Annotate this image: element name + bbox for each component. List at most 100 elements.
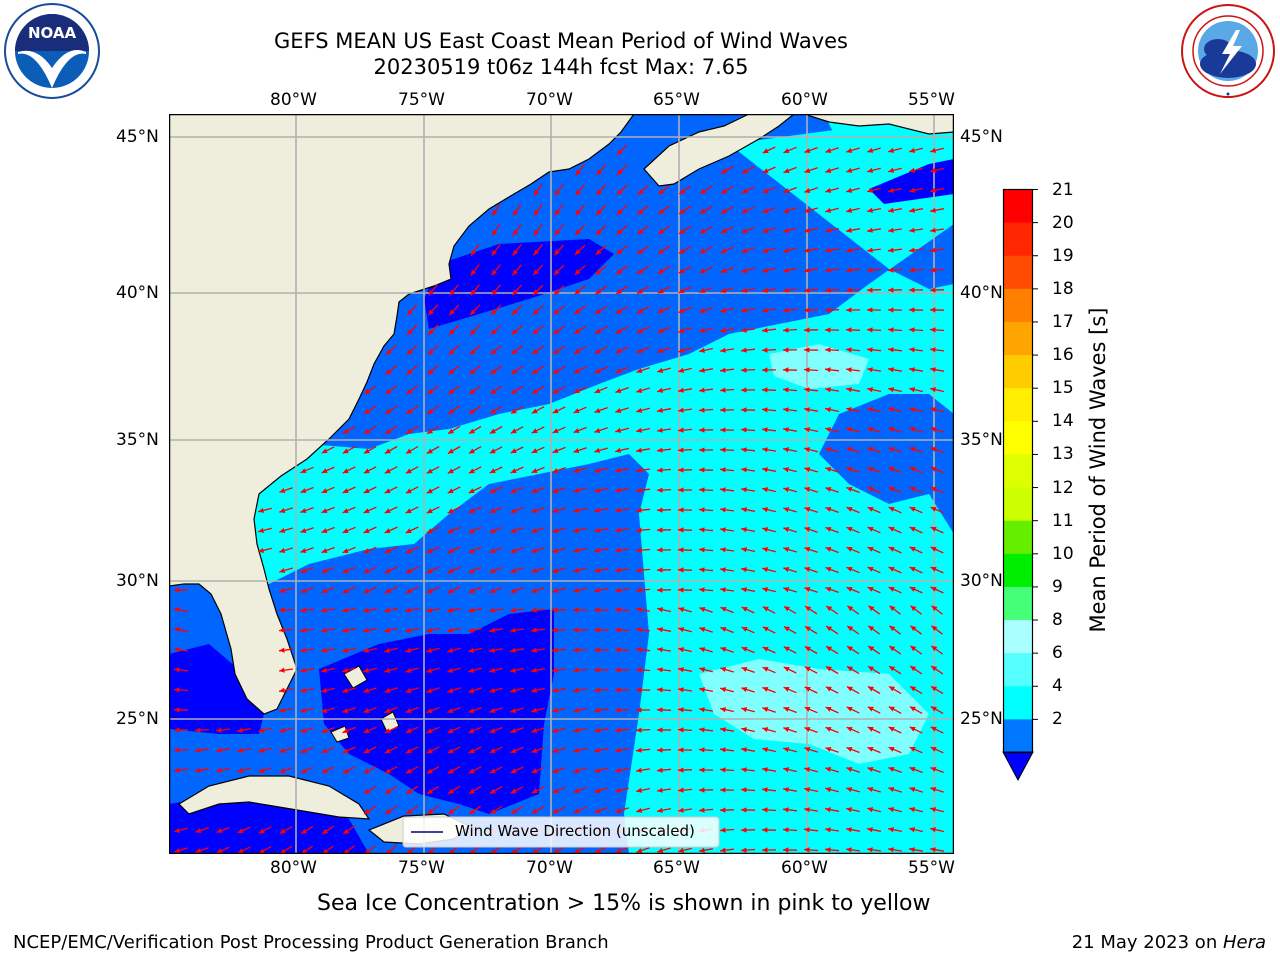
wave-direction-arrow [635,667,651,673]
wave-direction-arrow [321,566,335,574]
wave-direction-arrow [279,845,293,854]
wave-direction-arrow [448,385,460,395]
wave-direction-arrow [782,347,798,353]
wave-direction-arrow [384,726,398,734]
wave-direction-arrow [909,526,923,534]
wave-direction-arrow [866,347,882,353]
wave-direction-arrow [237,747,251,753]
wave-direction-arrow [405,706,419,714]
wave-direction-arrow [846,746,860,754]
wave-direction-arrow [594,846,608,854]
wave-direction-arrow [930,766,944,774]
wave-direction-arrow [845,227,861,233]
colorbar-cell [1003,686,1033,720]
wave-direction-arrow [300,647,314,653]
wave-direction-arrow [595,184,607,196]
wave-direction-arrow [761,327,777,333]
wave-direction-arrow [825,787,839,793]
wave-direction-arrow [762,206,776,214]
wave-direction-arrow [636,387,650,393]
wave-direction-arrow [656,767,672,773]
wave-direction-arrow [867,407,881,413]
wave-direction-arrow [447,805,461,815]
wave-direction-arrow [720,587,734,593]
wave-direction-arrow [531,647,545,653]
wave-direction-arrow [300,527,314,533]
wave-direction-arrow [489,586,503,594]
wave-direction-arrow [551,607,567,613]
wave-direction-arrow [783,567,797,573]
wave-direction-arrow [930,466,944,474]
wave-direction-arrow [804,605,818,615]
wave-direction-arrow [552,727,566,733]
wave-direction-arrow [236,727,252,733]
wave-direction-arrow [446,607,462,613]
colorbar-cell [1003,255,1033,290]
wave-direction-arrow [888,167,902,173]
wave-direction-arrow [930,746,944,754]
wave-direction-arrow [363,586,377,594]
wave-direction-arrow [846,526,860,534]
wave-direction-arrow [929,287,945,293]
wave-direction-arrow [741,287,755,293]
wave-direction-arrow [783,166,797,174]
wave-direction-arrow [510,667,524,673]
wave-direction-arrow [803,267,819,273]
lon-tick-bottom: 55°W [908,858,955,878]
wave-direction-arrow [783,767,797,773]
wave-direction-arrow [552,707,566,713]
wave-direction-arrow [761,407,777,413]
wave-direction-arrow [614,487,630,493]
wave-direction-arrow [426,726,440,734]
wave-direction-arrow [678,306,692,314]
wave-direction-arrow [804,726,818,734]
wave-direction-arrow [804,227,818,233]
wave-direction-arrow [804,167,818,173]
wave-direction-arrow [867,187,881,193]
wave-direction-arrow [929,247,945,253]
wave-direction-arrow [342,466,356,474]
wave-direction-arrow [677,747,693,753]
wave-direction-arrow [593,507,609,513]
wave-direction-arrow [677,387,693,393]
wave-direction-arrow [657,727,671,733]
wave-direction-arrow [699,387,713,393]
wave-direction-arrow [594,767,608,773]
wave-direction-arrow [698,767,714,773]
wave-direction-arrow [552,426,566,434]
wave-direction-arrow [699,286,713,294]
wave-direction-arrow [804,287,818,293]
wave-direction-arrow [803,807,819,813]
wave-direction-arrow [594,305,608,315]
wave-direction-arrow [761,387,777,393]
wave-direction-arrow [845,287,861,293]
colorbar-cell [1003,586,1033,621]
wave-direction-arrow [616,184,628,196]
wave-direction-arrow [720,707,734,713]
wave-direction-arrow [678,246,692,254]
wave-direction-arrow [489,707,503,713]
wave-direction-arrow [637,225,649,235]
wave-direction-arrow [531,406,545,414]
wave-direction-arrow [866,207,882,213]
wave-direction-arrow [657,326,671,334]
wave-direction-arrow [406,304,418,316]
wave-direction-arrow [825,726,839,734]
wave-direction-arrow [740,427,756,433]
wave-direction-arrow [405,586,419,594]
wave-direction-arrow [531,707,545,713]
wave-direction-arrow [930,147,944,153]
wave-direction-arrow [553,284,565,296]
wave-direction-arrow [594,487,608,493]
wave-direction-arrow [615,407,629,413]
wave-direction-arrow [657,847,671,853]
wave-direction-arrow [426,785,440,795]
wave-direction-arrow [468,385,482,395]
wave-direction-arrow [573,507,587,513]
wave-direction-arrow [741,186,755,194]
wave-direction-arrow [929,327,945,333]
wave-direction-arrow [383,607,399,613]
wave-direction-arrow [384,687,398,693]
wave-direction-arrow [783,527,797,533]
lon-tick-bottom: 60°W [781,858,828,878]
